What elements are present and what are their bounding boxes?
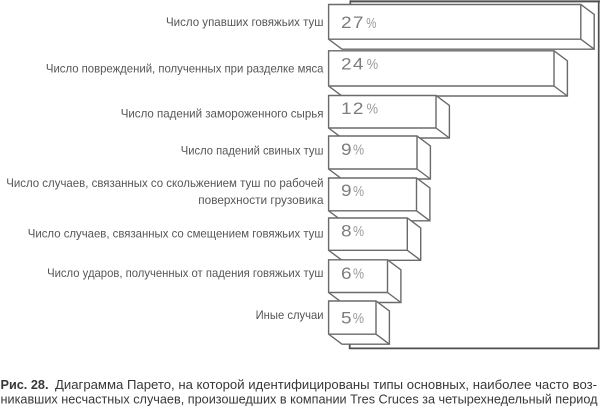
svg-text:Диаграмма Парето, на которой и: Диаграмма Парето, на которой идентифицир… [55,377,597,392]
svg-text:%: % [353,311,364,327]
svg-text:Число повреждений, полученных: Число повреждений, полученных при раздел… [46,61,324,75]
svg-text:%: % [367,102,378,118]
svg-text:Число случаев, связанных со см: Число случаев, связанных со смещением го… [28,226,324,240]
svg-text:%: % [366,16,376,32]
svg-text:%: % [353,142,364,158]
svg-text:Число падений замороженного сы: Число падений замороженного сырья [121,107,324,121]
svg-text:5: 5 [341,309,352,328]
svg-text:9: 9 [341,181,352,200]
svg-text:Число случаев, связанных со ск: Число случаев, связанных со скольжением … [6,176,323,190]
svg-text:поверхности грузовика: поверхности грузовика [198,193,324,207]
svg-text:%: % [353,184,364,200]
svg-text:никавших несчастных случаев, п: никавших несчастных случаев, произошедши… [1,392,598,407]
svg-text:9: 9 [341,140,352,159]
svg-text:8: 8 [341,222,352,241]
svg-text:Иные случаи: Иные случаи [256,308,324,322]
svg-text:Рис. 28.: Рис. 28. [1,377,49,392]
svg-text:Число падений свиных туш: Число падений свиных туш [181,144,324,158]
svg-text:12: 12 [341,99,365,118]
svg-text:%: % [353,224,364,240]
svg-text:%: % [367,57,378,73]
svg-text:Число ударов, полученных от па: Число ударов, полученных от падения говя… [47,266,323,280]
svg-text:%: % [353,267,364,283]
svg-text:27: 27 [341,13,365,32]
svg-text:Число упавших говяжьих туш: Число упавших говяжьих туш [166,15,324,29]
svg-text:6: 6 [341,264,352,283]
svg-text:24: 24 [341,55,365,74]
